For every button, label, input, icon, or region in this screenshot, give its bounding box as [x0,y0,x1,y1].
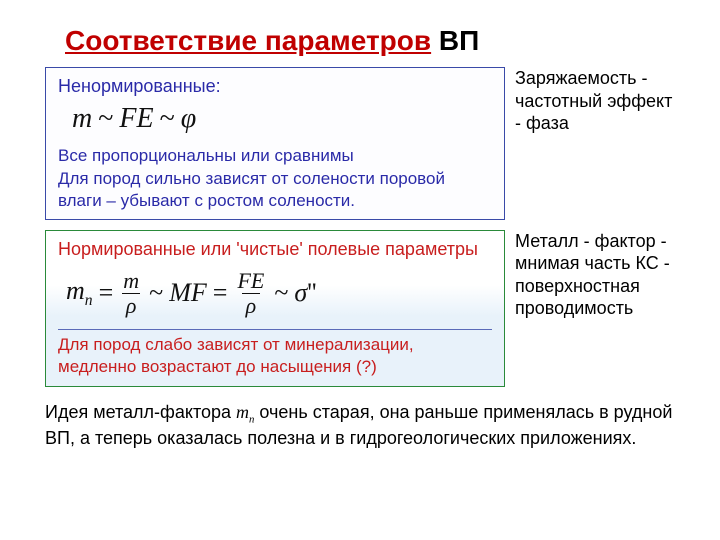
f2-frac2-num: FE [233,270,268,293]
side-note-2: Металл - фактор - мнимая часть КС - пове… [515,230,675,320]
f2-MF: MF [169,278,207,308]
row-normalized: Нормированные или 'чистые' полевые парам… [45,230,675,387]
formula-phi: φ [181,103,197,135]
title-red-part: Соответствие параметров [65,25,431,56]
f2-frac1-den: ρ [122,293,141,317]
formula-m: m [72,103,92,135]
formula-FE: FE [119,103,153,135]
box-normalized: Нормированные или 'чистые' полевые парам… [45,230,505,387]
f2-mn: mn [66,276,93,310]
slide-title: Соответствие параметров ВП [65,25,675,57]
box2-formula: mn = m ρ ~ MF = FE ρ ~ σ'' [66,270,492,317]
f2-mn-sub: n [85,292,93,309]
box2-line1: Для пород слабо зависят от минерализации… [58,334,492,378]
f2-eq2: = [213,278,228,308]
f2-mn-base: m [66,276,85,305]
title-black-part: ВП [431,25,479,56]
row-unnormalized: Ненормированные: m ~ FE ~ φ Все пропорци… [45,67,675,220]
box1-line2: Для пород сильно зависят от солености по… [58,168,492,211]
f2-frac1: m ρ [119,270,143,317]
f2-tilde2: ~ [274,278,288,308]
box1-line1: Все пропорциональны или сравнимы [58,145,492,166]
formula-tilde1: ~ [98,103,113,135]
f2-frac2: FE ρ [233,270,268,317]
box1-formula: m ~ FE ~ φ [72,103,492,135]
f2-sigma: σ'' [294,278,316,308]
footer-paragraph: Идея металл-фактора mn очень старая, она… [45,401,675,450]
footer-mi-base: m [236,402,249,422]
formula-tilde2: ~ [160,103,175,135]
side-note-1: Заряжаемость - частотный эффект - фаза [515,67,675,135]
box2-divider [58,329,492,330]
f2-sigma-base: σ [294,278,307,307]
box1-heading: Ненормированные: [58,76,492,97]
box-unnormalized: Ненормированные: m ~ FE ~ φ Все пропорци… [45,67,505,220]
footer-mi: mn [236,402,254,422]
f2-sigma-primes: '' [307,278,316,307]
footer-pre: Идея металл-фактора [45,402,236,422]
f2-frac1-num: m [119,270,143,293]
f2-eq1: = [99,278,114,308]
f2-tilde1: ~ [149,278,163,308]
f2-frac2-den: ρ [242,293,261,317]
box2-heading: Нормированные или 'чистые' полевые парам… [58,239,492,260]
slide-page: Соответствие параметров ВП Ненормированн… [0,0,720,540]
